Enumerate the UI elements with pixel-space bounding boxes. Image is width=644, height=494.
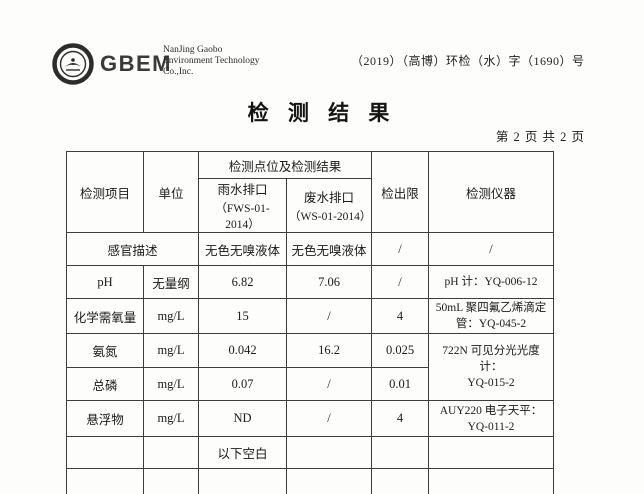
cell-limit: / — [371, 265, 430, 299]
cell-instrument: 722N 可见分光光度计： YQ-015-2 — [428, 333, 555, 401]
cell-waste-value: / — [285, 367, 373, 401]
empty-cell — [143, 436, 199, 469]
cell-limit: 0.01 — [371, 367, 430, 401]
cell-unit: mg/L — [143, 367, 199, 401]
company-name-line3: Co.,Inc. — [163, 67, 194, 77]
document-number: （2019）（高博）环检（水）字（1690）号 — [351, 54, 585, 68]
rain-outlet-code: （FWS-01-2014） — [215, 203, 270, 231]
cell-item: 总磷 — [66, 367, 144, 401]
header-row-2: 雨水排口 （FWS-01-2014） 废水排口 （WS-01-2014） — [67, 178, 554, 233]
page-indicator: 第 2 页 共 2 页 — [495, 130, 585, 144]
cell-instrument: / — [428, 232, 555, 266]
cell-item: 感官描述 — [66, 232, 199, 266]
empty-cell — [371, 436, 430, 469]
cell-rain-value: 6.82 — [198, 265, 287, 299]
empty-cell — [66, 468, 144, 494]
cell-instrument: pH 计：YQ-006-12 — [428, 265, 555, 299]
header-unit: 单位 — [143, 151, 199, 233]
cell-waste-value: 7.06 — [285, 265, 373, 299]
header-item: 检测项目 — [66, 151, 144, 233]
header-rain-outlet: 雨水排口 （FWS-01-2014） — [198, 178, 287, 233]
cell-limit: 0.025 — [371, 333, 430, 368]
instrument-line1: 50mL 聚四氟乙烯滴定 — [435, 302, 547, 314]
cell-unit: 无量纲 — [143, 265, 199, 299]
empty-cell — [285, 468, 373, 494]
cell-item: 悬浮物 — [66, 400, 144, 437]
cell-waste-value: / — [285, 400, 373, 437]
rain-outlet-label: 雨水排口 — [217, 183, 268, 197]
cell-item: 氨氮 — [66, 333, 144, 368]
header-waste-outlet: 废水排口 （WS-01-2014） — [285, 178, 373, 233]
results-table: 检测项目 单位 检测点位及检测结果 检出限 检测仪器 雨水排口 （FWS-01-… — [66, 151, 555, 494]
cell-unit: mg/L — [143, 400, 199, 437]
empty-cell — [66, 436, 144, 469]
cell-limit: / — [371, 232, 430, 266]
header-row-1: 检测项目 单位 检测点位及检测结果 检出限 检测仪器 — [66, 151, 555, 233]
cell-waste-value: / — [285, 298, 373, 334]
waste-outlet-code: （WS-01-2014） — [289, 211, 372, 223]
instrument-line2: YQ-015-2 — [467, 377, 515, 389]
cell-limit: 4 — [371, 298, 430, 334]
table-row-ph: pH 无量纲 6.82 7.06 / pH 计：YQ-006-12 — [66, 265, 555, 299]
page-title: 检 测 结 果 — [247, 101, 397, 125]
cell-rain-value: ND — [198, 400, 287, 437]
cell-rain-value: 无色无嗅液体 — [198, 232, 287, 266]
header-detection-limit: 检出限 — [371, 151, 430, 233]
empty-cell — [198, 468, 287, 494]
waste-outlet-label: 废水排口 — [304, 191, 355, 205]
cell-instrument: AUY220 电子天平： YQ-011-2 — [428, 400, 555, 437]
empty-cell — [428, 436, 555, 469]
empty-cell — [285, 436, 373, 469]
header-instrument: 检测仪器 — [428, 151, 555, 233]
cell-instrument: 50mL 聚四氟乙烯滴定 管：YQ-045-2 — [428, 298, 555, 334]
table-row-sensory: 感官描述 无色无嗅液体 无色无嗅液体 / / — [66, 232, 555, 266]
cell-rain-value: 15 — [198, 298, 287, 334]
instrument-line1: AUY220 电子天平： — [439, 404, 543, 417]
cell-waste-value: 无色无嗅液体 — [285, 232, 373, 266]
company-name: NanJing Gaobo Environment Technology Co.… — [163, 45, 260, 78]
instrument-line2: YQ-011-2 — [467, 420, 515, 433]
table-row-cod: 化学需氧量 mg/L 15 / 4 50mL 聚四氟乙烯滴定 管：YQ-045-… — [66, 298, 555, 334]
table-row-suspended-solids: 悬浮物 mg/L ND / 4 AUY220 电子天平： YQ-011-2 — [66, 400, 555, 437]
header-results-group: 检测点位及检测结果 — [197, 151, 373, 179]
empty-cell — [143, 468, 199, 494]
cell-unit: mg/L — [143, 298, 199, 334]
cell-waste-value: 16.2 — [285, 333, 373, 368]
cell-item: 化学需氧量 — [66, 298, 144, 334]
cell-rain-value: 0.07 — [198, 367, 287, 401]
instrument-line2: 管：YQ-045-2 — [455, 318, 527, 330]
blank-note-cell: 以下空白 — [198, 436, 287, 469]
logo-text: GBEM — [100, 51, 172, 76]
company-name-line2: Environment Technology — [163, 56, 260, 66]
instrument-line1: 722N 可见分光光度计： — [442, 345, 540, 373]
cell-rain-value: 0.042 — [198, 333, 287, 368]
company-name-line1: NanJing Gaobo — [163, 45, 223, 55]
gbem-seal-icon — [52, 43, 94, 85]
table-row-phosphorus: 总磷 mg/L 0.07 / 0.01 — [66, 367, 554, 401]
empty-cell — [371, 468, 430, 494]
empty-cell — [428, 468, 555, 494]
cell-unit: mg/L — [143, 333, 199, 368]
cell-item: pH — [66, 265, 144, 299]
table-row-empty — [66, 468, 555, 494]
table-row-blank-note: 以下空白 — [66, 436, 555, 469]
table-row-ammonia: 氨氮 mg/L 0.042 16.2 0.025 722N 可见分光光度计： Y… — [66, 333, 555, 401]
cell-limit: 4 — [371, 400, 430, 437]
